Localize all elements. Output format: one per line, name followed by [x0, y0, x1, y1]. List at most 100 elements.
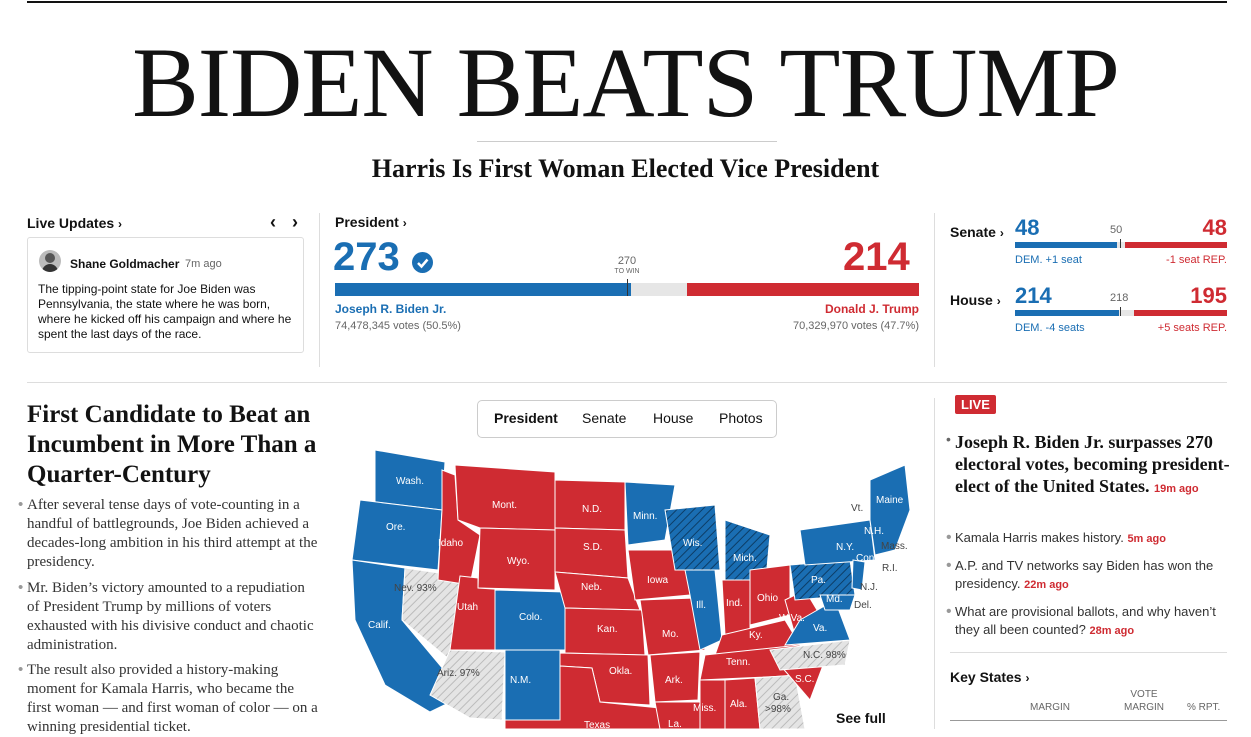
live-badge: LIVE — [955, 395, 996, 414]
house-majority: 218 — [1110, 292, 1129, 304]
live-updates-link[interactable]: Live Updates › — [27, 215, 122, 231]
senate-link[interactable]: Senate › — [950, 224, 1004, 240]
house-bar-rep — [1134, 310, 1227, 316]
svg-text:Ariz. 97%: Ariz. 97% — [437, 668, 480, 679]
state-new-england — [869, 464, 911, 556]
house-dem-note: DEM. -4 seats — [1015, 322, 1085, 334]
divider — [950, 652, 1227, 653]
house-dem-count: 214 — [1015, 283, 1052, 308]
svg-text:Pa.: Pa. — [811, 575, 826, 586]
biden-electoral-votes: 273 — [333, 235, 400, 279]
map-labels: Wash. Ore. Calif. Nev. 93% Idaho Mont. W… — [368, 476, 908, 729]
state-nc — [769, 639, 851, 671]
svg-text:Ore.: Ore. — [386, 522, 405, 533]
svg-text:N.M.: N.M. — [510, 675, 531, 686]
svg-text:Ala.: Ala. — [730, 699, 747, 710]
house-link[interactable]: House › — [950, 292, 1001, 308]
svg-text:Nev. 93%: Nev. 93% — [394, 583, 437, 594]
tab-president[interactable]: President — [494, 410, 558, 426]
svg-text:Miss.: Miss. — [693, 703, 716, 714]
state-ga — [754, 674, 806, 729]
to-win-label: TO WIN — [614, 268, 640, 275]
live-item[interactable]: Kamala Harris makes history. 5m ago — [955, 530, 1166, 545]
house-bar — [1015, 307, 1227, 316]
see-full-link[interactable]: See full — [836, 710, 886, 726]
svg-text:Utah: Utah — [457, 602, 478, 613]
svg-text:Ark.: Ark. — [665, 675, 683, 686]
svg-text:N.H.: N.H. — [864, 526, 884, 537]
story-paragraph: The result also provided a history-makin… — [27, 662, 318, 735]
live-item[interactable]: A.P. and TV networks say Biden has won t… — [955, 558, 1214, 591]
house-rep-count: 195 — [1190, 283, 1227, 308]
house-label: House — [950, 292, 993, 308]
president-bar — [335, 279, 919, 296]
svg-text:Md.: Md. — [826, 594, 843, 605]
chevron-right-icon: › — [402, 216, 407, 230]
divider — [950, 720, 1227, 721]
state-va — [784, 599, 851, 646]
live-updates-label: Live Updates — [27, 215, 115, 231]
trump-name[interactable]: Donald J. Trump — [824, 302, 919, 316]
state-wyo — [477, 527, 556, 591]
chevron-right-icon: › — [1025, 671, 1030, 685]
senate-rep-note: -1 seat REP. — [1166, 254, 1227, 266]
to-win-number: 270 — [617, 255, 637, 267]
key-states-label: Key States — [950, 669, 1022, 685]
tab-photos[interactable]: Photos — [719, 410, 763, 426]
svg-text:Mont.: Mont. — [492, 500, 517, 511]
svg-text:R.I.: R.I. — [882, 563, 898, 574]
win-marker — [627, 279, 628, 296]
story-title[interactable]: First Candidate to Beat an Incumbent in … — [27, 401, 317, 488]
president-label: President — [335, 214, 399, 230]
state-nj — [851, 559, 866, 591]
svg-text:Maine: Maine — [876, 495, 904, 506]
tab-house[interactable]: House — [653, 410, 694, 426]
senate-majority-marker — [1120, 239, 1121, 248]
state-miss — [699, 679, 726, 729]
map-tabs: President Senate House Photos — [477, 400, 777, 438]
senate-dem-note: DEM. +1 seat — [1015, 254, 1082, 266]
tab-senate[interactable]: Senate — [582, 410, 627, 426]
section-divider — [27, 382, 1227, 383]
biden-name[interactable]: Joseph R. Biden Jr. — [335, 302, 447, 316]
house-bar-dem — [1015, 310, 1119, 316]
divider — [934, 398, 935, 729]
prev-arrow-icon[interactable]: ‹ — [270, 212, 276, 232]
svg-text:Idaho: Idaho — [438, 538, 463, 549]
live-item[interactable]: What are provisional ballots, and why ha… — [955, 604, 1216, 637]
svg-text:La.: La. — [668, 719, 682, 729]
col-margin: MARGIN — [1030, 702, 1070, 713]
senate-bar — [1015, 239, 1227, 248]
electoral-map[interactable]: Wash. Ore. Calif. Nev. 93% Idaho Mont. W… — [330, 440, 930, 729]
main-headline[interactable]: BIDEN BEATS TRUMP — [132, 27, 1120, 138]
key-states-link[interactable]: Key States › — [950, 669, 1029, 685]
svg-text:N.C. 98%: N.C. 98% — [803, 650, 846, 661]
senate-bar-rep — [1125, 242, 1227, 248]
author-name[interactable]: Shane Goldmacher — [70, 257, 180, 271]
svg-text:Mich.: Mich. — [733, 553, 757, 564]
top-rule — [27, 1, 1227, 3]
president-link[interactable]: President › — [335, 214, 407, 230]
state-ill — [684, 569, 723, 651]
svg-text:Minn.: Minn. — [633, 511, 657, 522]
story-paragraph: Mr. Biden’s victory amounted to a repudi… — [27, 580, 314, 653]
state-sd — [554, 527, 629, 579]
svg-text:Colo.: Colo. — [519, 612, 542, 623]
next-arrow-icon[interactable]: › — [292, 212, 298, 232]
live-update-card[interactable]: Shane Goldmacher 7m ago The tipping-poin… — [27, 237, 304, 353]
state-minn — [624, 481, 676, 546]
svg-text:N.J.: N.J. — [860, 582, 878, 593]
svg-text:Neb.: Neb. — [581, 582, 602, 593]
col-vote-margin-2: MARGIN — [1124, 702, 1164, 713]
svg-text:Vt.: Vt. — [851, 503, 863, 514]
state-ala — [724, 677, 761, 729]
state-texas — [504, 665, 671, 729]
svg-text:S.C.: S.C. — [795, 674, 814, 685]
sub-headline[interactable]: Harris Is First Woman Elected Vice Presi… — [371, 154, 880, 183]
state-ark — [649, 651, 701, 703]
chevron-right-icon: › — [118, 217, 123, 231]
house-majority-marker — [1120, 307, 1121, 316]
live-headline[interactable]: Joseph R. Biden Jr. surpasses 270 electo… — [955, 431, 1230, 500]
senate-rep-count: 48 — [1202, 215, 1227, 240]
trump-electoral-votes: 214 — [843, 235, 910, 279]
